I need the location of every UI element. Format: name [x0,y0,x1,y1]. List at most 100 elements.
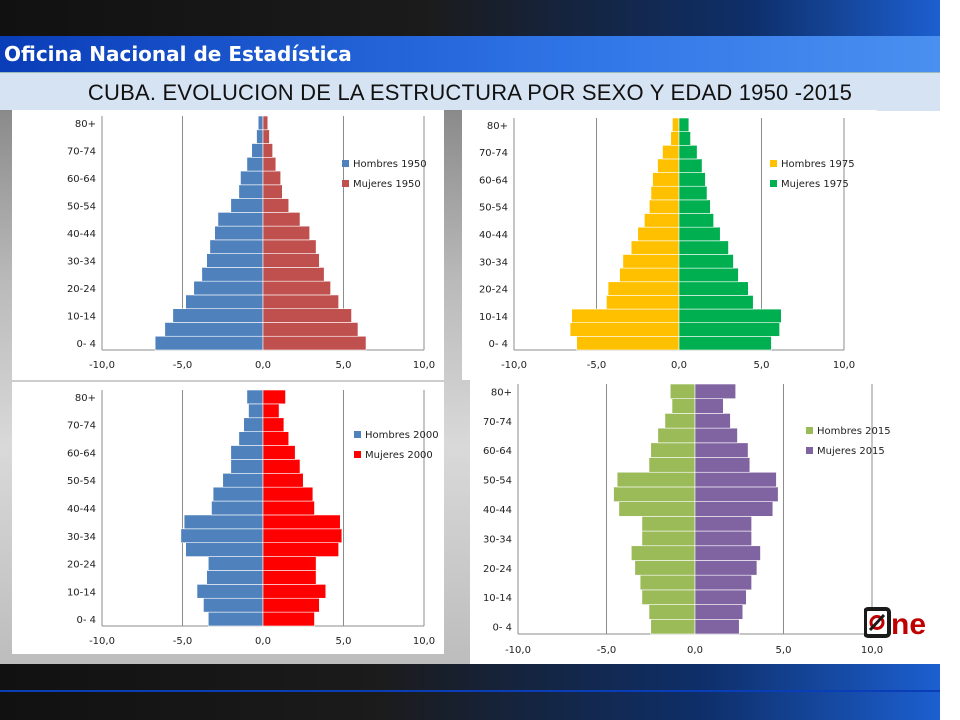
x-tick-label: -5,0 [173,636,193,647]
bar-mujeres-1975-14 [678,144,698,160]
bar-hombres-1950-3 [185,294,264,310]
bar-hombres-1950-14 [251,143,264,158]
bar-hombres-2000-3 [206,570,264,585]
bar-mujeres-2015-3 [694,574,752,591]
y-tick-label: 60-64 [67,174,96,185]
y-tick-label: 60-64 [67,448,96,459]
y-tick-label: 80+ [487,121,508,132]
bar-hombres-1975-9 [644,213,680,228]
bar-hombres-1975-11 [650,185,680,201]
y-tick-label: 30-34 [67,532,96,543]
y-tick-label: 80+ [75,119,96,130]
bar-mujeres-1950-9 [262,212,301,227]
bar-hombres-2015-11 [648,457,696,473]
bar-hombres-2000-1 [203,597,264,613]
bar-mujeres-1975-12 [678,172,706,187]
bar-mujeres-2015-9 [694,486,779,502]
bar-hombres-2015-15 [671,398,696,414]
pyramid-chart-1975: 0- 4 10-14 20-24 30-34 40-44 50-54 60-64 70-74 8… [479,117,855,371]
bar-hombres-2015-7 [641,516,696,532]
bar-mujeres-1950-16 [262,115,269,131]
bar-hombres-2000-15 [248,403,264,419]
bar-hombres-2000-4 [207,556,264,571]
bar-mujeres-2000-0 [262,611,315,627]
bar-hombres-1975-10 [649,199,680,214]
bottom-blue-line [0,690,940,692]
y-tick-label: 40-44 [479,230,508,241]
bar-hombres-2015-6 [641,530,696,547]
bar-mujeres-1975-10 [678,199,711,214]
bar-mujeres-2000-5 [262,542,339,557]
x-tick-label: 10,0 [413,360,435,371]
chart-panel-1950: 0- 4 10-14 20-24 30-34 40-44 50-54 60-64 70-74 8… [12,110,444,380]
bar-hombres-1975-5 [619,267,680,283]
bar-hombres-1950-10 [230,198,264,213]
bar-hombres-1950-7 [209,239,264,254]
y-tick-label: 30-34 [483,534,512,545]
bar-hombres-2015-5 [630,545,696,561]
bar-mujeres-2015-14 [694,413,731,429]
y-tick-label: 60-64 [483,446,512,457]
bar-mujeres-1975-4 [678,281,749,296]
x-tick-label: 10,0 [833,360,855,371]
bar-mujeres-1950-1 [262,322,359,337]
bar-hombres-1950-16 [257,115,264,131]
bar-mujeres-1975-3 [678,295,754,310]
y-tick-label: 0- 4 [492,623,512,634]
chart-panel-2000: 0- 4 10-14 20-24 30-34 40-44 50-54 60-64 70-74 8… [12,382,444,654]
one-logo-icon: ne [863,607,926,641]
bar-hombres-2015-16 [669,383,696,400]
one-logo: ne [863,606,940,641]
bar-mujeres-2000-10 [262,472,304,488]
legend-swatch [354,451,361,458]
legend-swatch [770,180,777,187]
x-tick-label: 0,0 [255,636,271,647]
legend-swatch [342,160,349,167]
agency-banner [0,36,940,72]
legend-label: Hombres 2015 [817,426,891,437]
y-tick-label: 40-44 [67,229,96,240]
bar-hombres-1950-9 [217,212,264,227]
bar-hombres-1975-13 [657,158,680,173]
y-tick-label: 30-34 [67,257,96,268]
bar-mujeres-2015-13 [694,427,738,444]
bar-hombres-2015-14 [664,413,696,429]
bar-mujeres-2000-2 [262,584,327,599]
bar-mujeres-1975-13 [678,158,703,173]
bar-hombres-2000-0 [207,611,264,627]
legend-swatch [354,431,361,438]
bar-mujeres-2000-1 [262,597,320,613]
bar-hombres-2000-10 [222,472,264,488]
bar-hombres-2000-12 [230,445,264,460]
y-tick-label: 30-34 [479,257,508,268]
y-tick-label: 60-64 [479,175,508,186]
bar-mujeres-1975-11 [678,185,708,201]
bar-mujeres-1950-8 [262,225,310,241]
x-tick-label: -10,0 [505,645,531,656]
bar-mujeres-1950-12 [262,170,282,186]
bar-mujeres-1975-15 [678,131,691,146]
x-tick-label: -10,0 [89,636,115,647]
y-tick-label: 10-14 [479,312,508,323]
logo-text: ne [891,608,926,640]
y-tick-label: 50-54 [67,201,96,212]
chart-panel-2015: 0- 4 10-14 20-24 30-34 40-44 50-54 60-64 70-74 8… [470,382,894,664]
pyramid-chart-2000: 0- 4 10-14 20-24 30-34 40-44 50-54 60-64 70-74 8… [67,389,439,647]
x-tick-label: -5,0 [587,360,607,371]
bar-hombres-1950-13 [246,156,264,172]
bar-hombres-1975-14 [662,144,680,160]
bar-hombres-1950-12 [240,170,264,186]
bar-mujeres-2015-2 [694,589,747,605]
bar-mujeres-2000-13 [262,431,290,446]
bar-mujeres-1950-5 [262,267,325,282]
bar-hombres-2000-7 [183,514,264,530]
bar-mujeres-1950-7 [262,239,317,254]
y-tick-label: 50-54 [479,203,508,214]
pyramid-chart-2015: 0- 4 10-14 20-24 30-34 40-44 50-54 60-64 70-74 8… [483,383,891,656]
bar-mujeres-1975-8 [678,226,721,242]
bar-mujeres-2000-12 [262,445,296,460]
bar-mujeres-1950-14 [262,143,273,158]
top-dark-bar [0,0,940,36]
bar-hombres-2015-13 [657,427,696,444]
bar-mujeres-1950-4 [262,280,331,296]
